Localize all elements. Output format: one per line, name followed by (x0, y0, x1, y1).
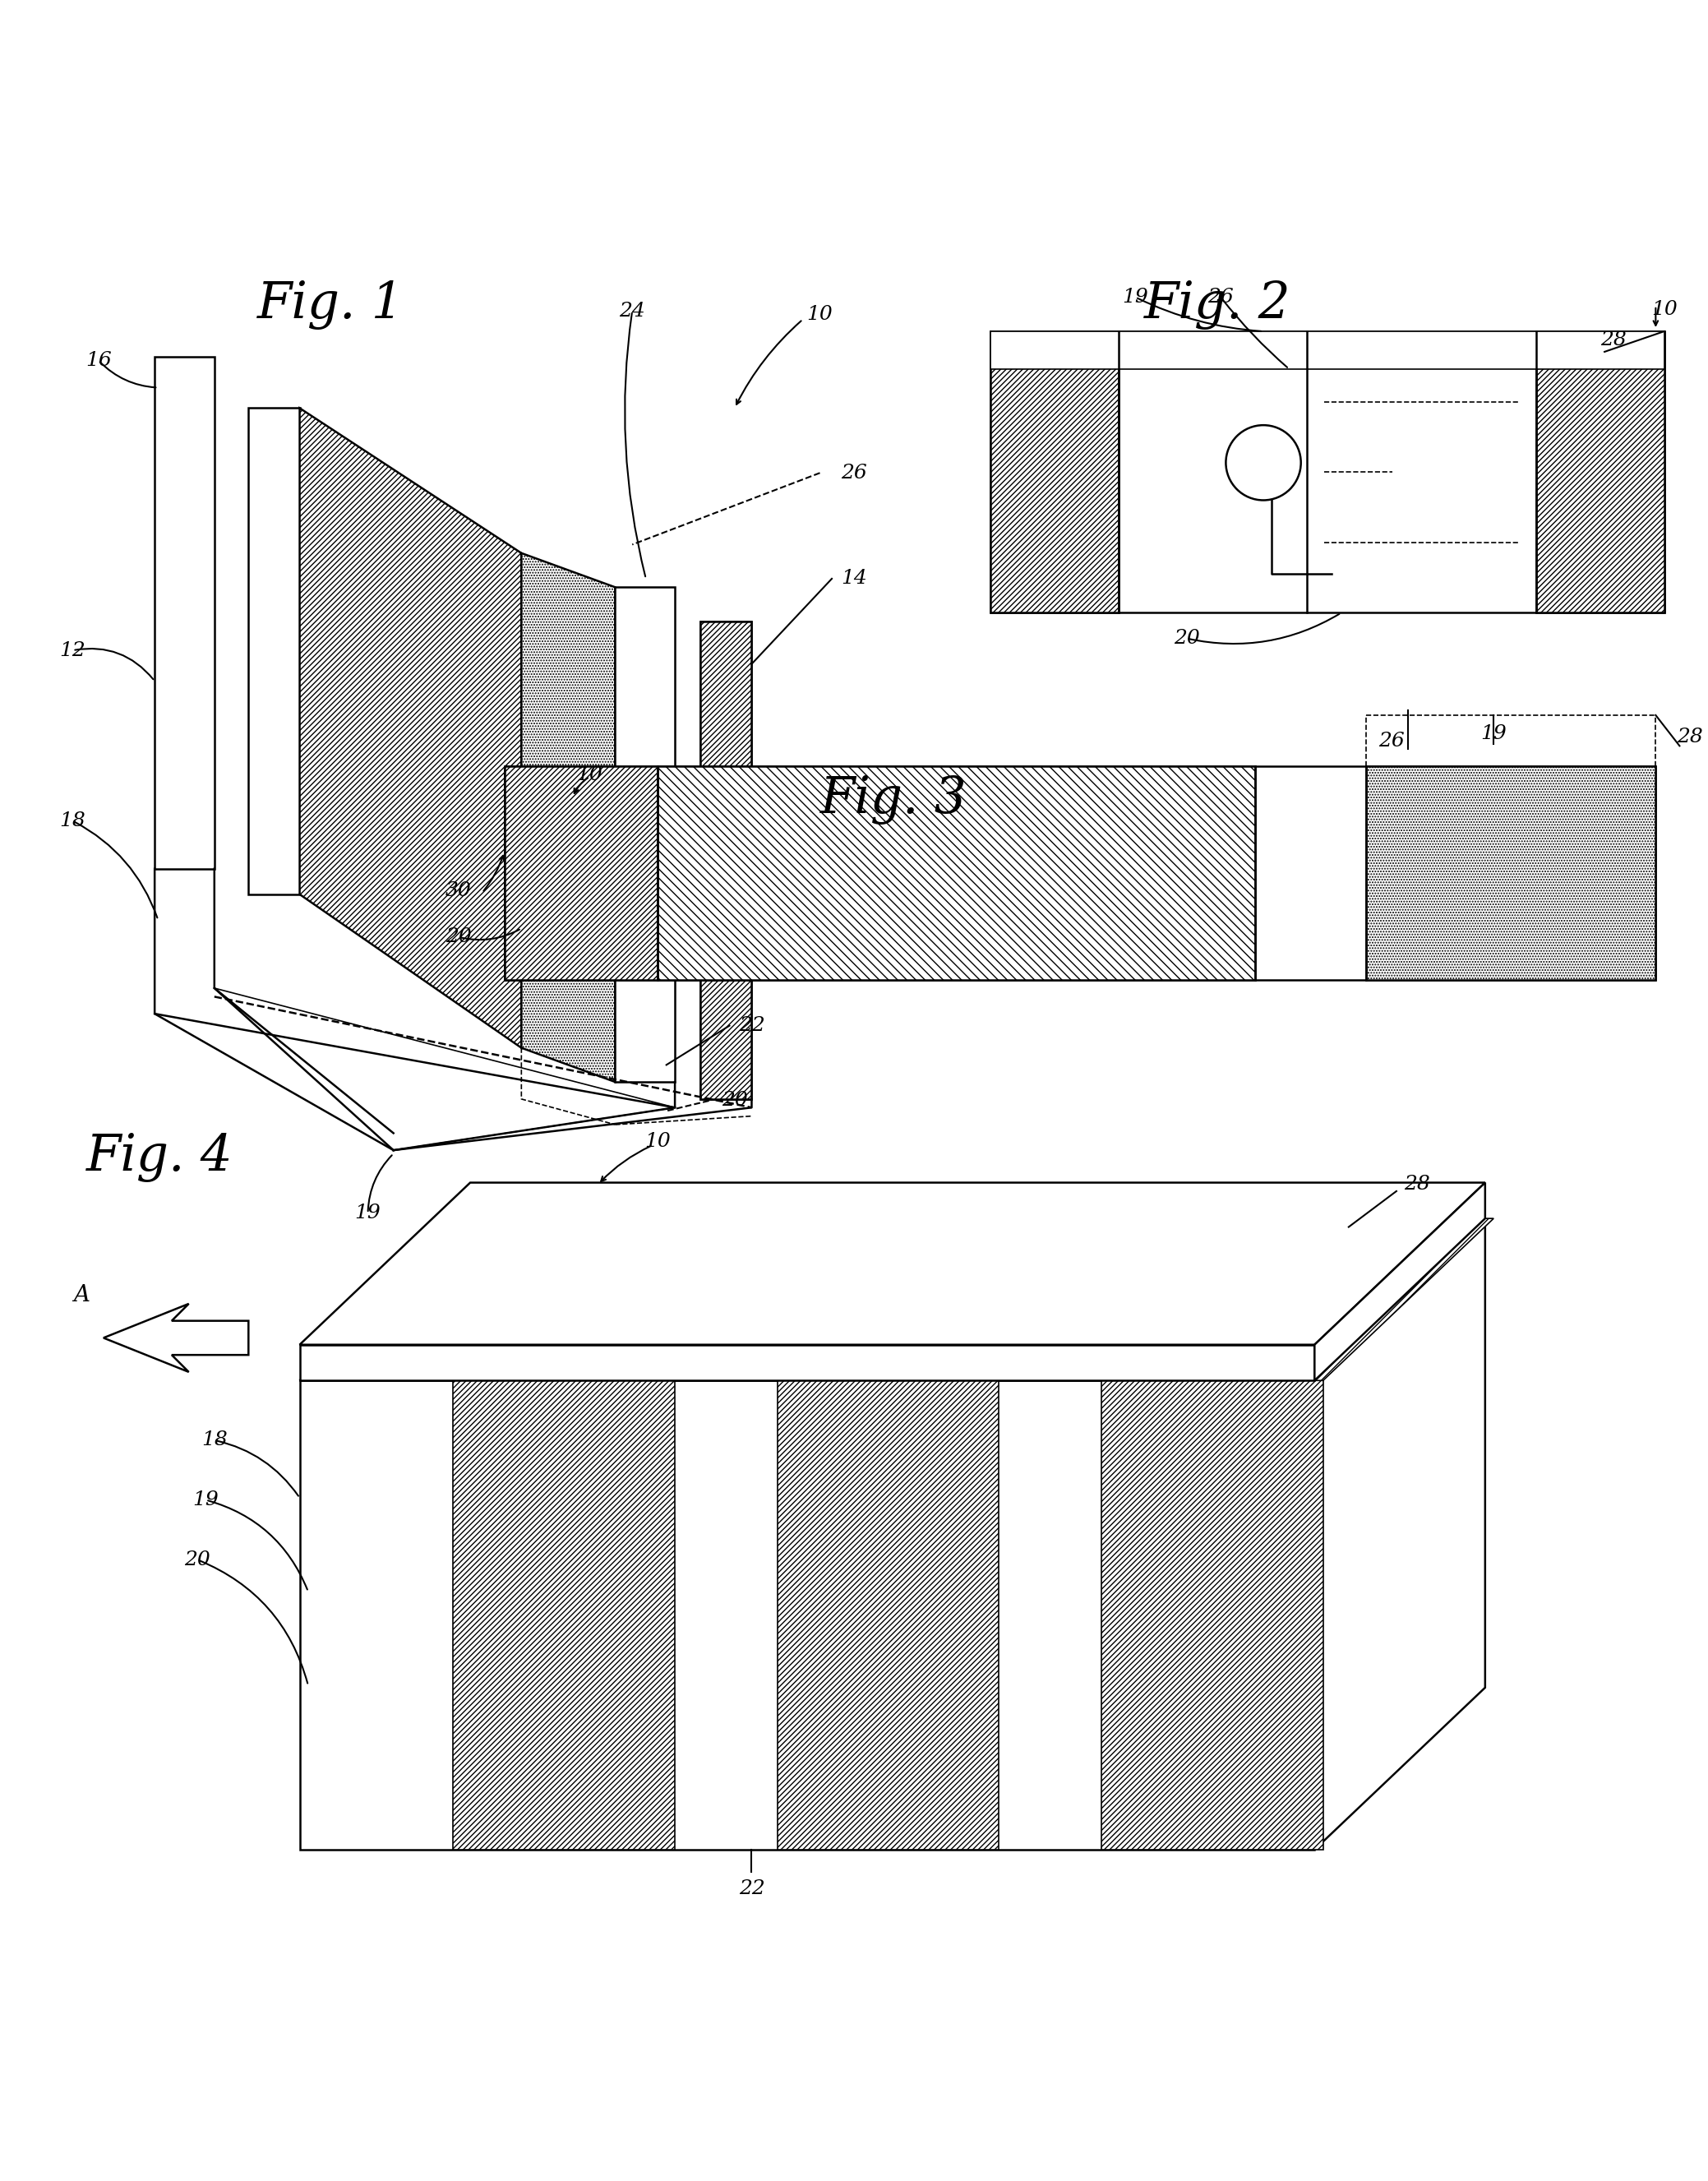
Polygon shape (1102, 1219, 1493, 1381)
Text: 22: 22 (738, 1016, 765, 1036)
Text: 19: 19 (355, 1204, 381, 1224)
Polygon shape (777, 1219, 1170, 1381)
Polygon shape (155, 358, 215, 868)
Text: 19: 19 (193, 1490, 219, 1509)
Text: 19: 19 (1481, 724, 1506, 744)
Text: 20: 20 (721, 1090, 748, 1110)
Polygon shape (453, 1219, 845, 1381)
Text: 16: 16 (85, 351, 111, 371)
Text: 28: 28 (1677, 728, 1703, 746)
Polygon shape (299, 1219, 1486, 1381)
Text: Fig. 2: Fig. 2 (1144, 279, 1291, 329)
Polygon shape (991, 332, 1119, 613)
Polygon shape (299, 1182, 1486, 1346)
Polygon shape (991, 332, 1664, 613)
Polygon shape (299, 408, 521, 1047)
Text: 10: 10 (1652, 299, 1677, 318)
Polygon shape (1535, 332, 1664, 613)
Polygon shape (299, 1381, 1315, 1849)
Polygon shape (521, 554, 615, 1082)
Text: 28: 28 (1404, 1176, 1430, 1193)
Text: 24: 24 (620, 301, 646, 321)
Polygon shape (299, 1346, 1315, 1381)
Text: 22: 22 (738, 1880, 765, 1897)
Text: Fig. 1: Fig. 1 (256, 279, 403, 329)
Text: 14: 14 (840, 569, 868, 589)
Circle shape (1226, 425, 1301, 499)
Polygon shape (1366, 766, 1655, 979)
Polygon shape (658, 766, 1255, 979)
Polygon shape (1315, 1219, 1486, 1849)
Polygon shape (248, 408, 299, 894)
Text: 10: 10 (646, 1132, 671, 1152)
Polygon shape (615, 587, 675, 1082)
Text: 26: 26 (1378, 731, 1404, 750)
Polygon shape (777, 1381, 999, 1849)
Polygon shape (453, 1381, 675, 1849)
Polygon shape (991, 332, 1664, 369)
Polygon shape (700, 622, 752, 1099)
Text: 26: 26 (840, 465, 868, 482)
Text: 20: 20 (446, 927, 471, 947)
Text: Fig. 3: Fig. 3 (820, 774, 967, 824)
Text: 30: 30 (446, 881, 471, 901)
Text: 28: 28 (1600, 329, 1626, 349)
Text: 10: 10 (577, 766, 603, 785)
Polygon shape (504, 766, 658, 979)
Text: 26: 26 (1208, 288, 1233, 308)
Text: A: A (73, 1285, 89, 1306)
Text: 18: 18 (60, 811, 85, 831)
Polygon shape (1315, 1182, 1486, 1381)
Text: 20: 20 (1173, 628, 1199, 648)
Polygon shape (504, 766, 1655, 979)
Polygon shape (104, 1304, 248, 1372)
Text: 19: 19 (1122, 288, 1148, 308)
Polygon shape (1102, 1381, 1324, 1849)
Text: 10: 10 (806, 305, 834, 323)
Text: 20: 20 (184, 1551, 210, 1568)
Text: Fig. 4: Fig. 4 (87, 1134, 234, 1182)
Text: 18: 18 (202, 1431, 227, 1450)
Text: 12: 12 (60, 641, 85, 661)
Polygon shape (700, 622, 752, 1099)
